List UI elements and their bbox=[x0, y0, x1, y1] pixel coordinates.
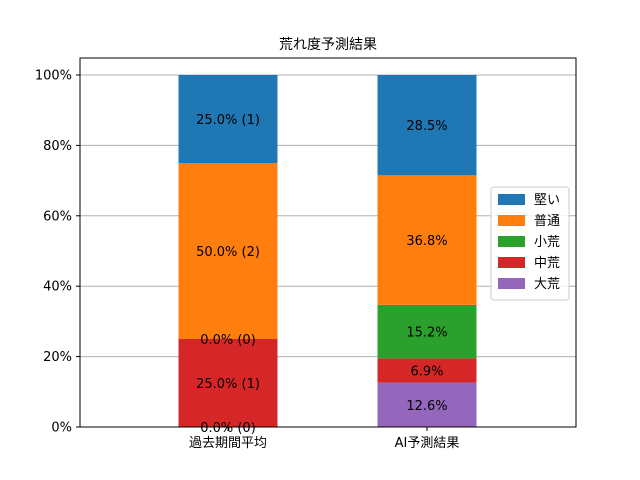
bar-value-label: 15.2% bbox=[406, 326, 447, 341]
legend-swatch bbox=[498, 278, 525, 289]
y-tick-label: 20% bbox=[43, 350, 72, 365]
x-tick-label: AI予測結果 bbox=[395, 436, 460, 451]
y-axis: 0% 20% 40% 60% 80% 100% bbox=[35, 69, 80, 436]
bar-value-label: 28.5% bbox=[406, 119, 447, 134]
legend-swatch bbox=[498, 257, 525, 268]
chart-title: 荒れ度予測結果 bbox=[279, 37, 377, 53]
bar-value-label: 6.9% bbox=[410, 365, 443, 380]
legend-label: 普通 bbox=[534, 214, 560, 229]
bar-segment bbox=[377, 358, 477, 383]
bar-value-label: 0.0% (0) bbox=[200, 333, 256, 348]
bar-segment bbox=[178, 163, 278, 339]
legend-label: 中荒 bbox=[534, 256, 560, 271]
legend-label: 大荒 bbox=[534, 277, 560, 292]
x-axis: 過去期間平均 AI予測結果 bbox=[189, 427, 459, 451]
bar-value-label: 36.8% bbox=[406, 234, 447, 249]
bar-segment bbox=[377, 175, 477, 305]
legend-swatch bbox=[498, 236, 525, 247]
y-tick-label: 80% bbox=[43, 139, 72, 154]
y-tick-label: 40% bbox=[43, 280, 72, 295]
plot-frame bbox=[79, 57, 577, 428]
y-tick-label: 0% bbox=[51, 421, 72, 436]
bar-value-label: 12.6% bbox=[406, 399, 447, 414]
bar-segment bbox=[377, 75, 477, 176]
legend-swatch bbox=[498, 215, 525, 226]
y-tick-label: 100% bbox=[35, 69, 72, 84]
x-tick-label: 過去期間平均 bbox=[189, 436, 267, 451]
bar-segment bbox=[377, 382, 477, 427]
bar-value-label: 25.0% (1) bbox=[196, 113, 260, 128]
y-tick-label: 60% bbox=[43, 209, 72, 224]
bar-segment bbox=[178, 339, 278, 427]
bar-segment bbox=[377, 304, 477, 359]
bar-value-label: 50.0% (2) bbox=[196, 245, 260, 260]
legend-label: 堅い bbox=[534, 193, 560, 208]
bar-segment bbox=[178, 75, 278, 163]
legend-swatch bbox=[498, 194, 525, 205]
bar-value-label: 25.0% (1) bbox=[196, 377, 260, 392]
bars bbox=[178, 75, 477, 427]
legend-label: 小荒 bbox=[534, 235, 560, 250]
